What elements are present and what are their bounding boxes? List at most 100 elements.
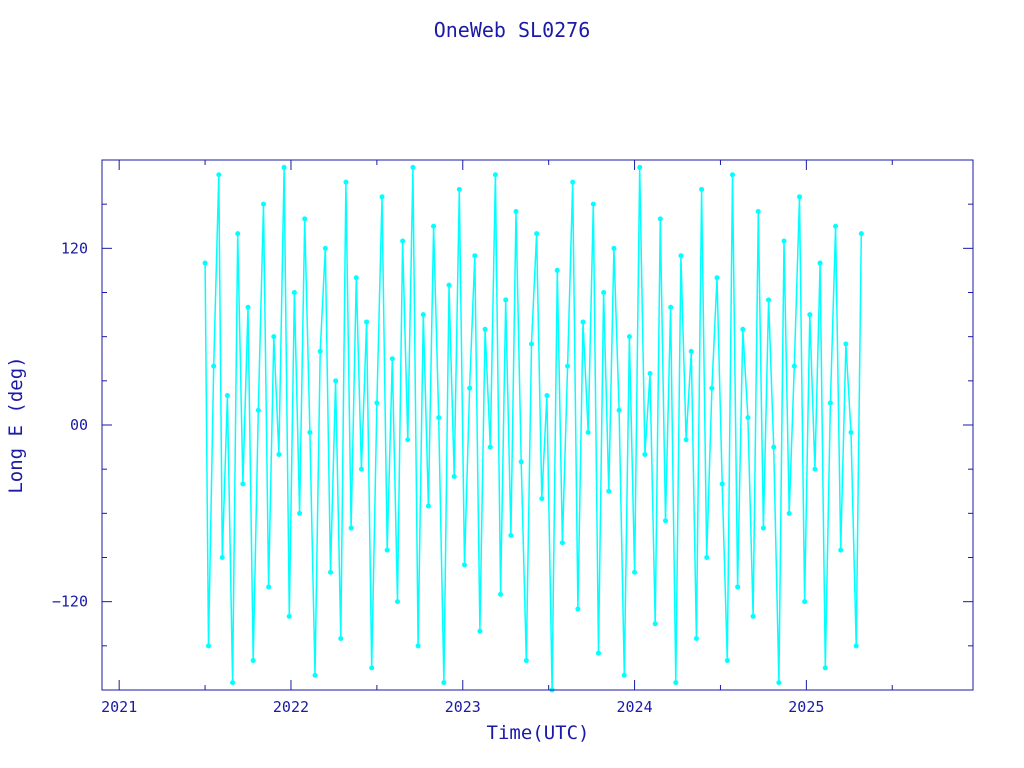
data-point (410, 164, 416, 170)
data-point (441, 680, 447, 686)
data-point (245, 304, 251, 310)
data-point (343, 179, 349, 185)
data-point (848, 429, 854, 435)
data-point (683, 437, 689, 443)
data-point (276, 451, 282, 457)
data-point (709, 385, 715, 391)
data-point (379, 194, 385, 200)
data-point (740, 326, 746, 332)
data-point (216, 172, 222, 178)
y-tick-label: −120 (52, 593, 88, 611)
data-point (760, 525, 766, 531)
data-point (678, 253, 684, 259)
x-axis-label: Time(UTC) (487, 722, 590, 744)
data-point (745, 415, 751, 421)
data-point (817, 260, 823, 266)
data-point (338, 635, 344, 641)
x-tick-label: 2024 (617, 698, 653, 716)
data-point (307, 429, 313, 435)
data-point (812, 466, 818, 472)
data-point (771, 444, 777, 450)
data-point (595, 650, 601, 656)
data-point (590, 201, 596, 207)
data-point (575, 606, 581, 612)
data-point (508, 532, 514, 538)
data-point (781, 238, 787, 244)
data-point (425, 503, 431, 509)
data-point (534, 231, 540, 237)
data-point (642, 451, 648, 457)
data-point (750, 613, 756, 619)
data-point (632, 569, 638, 575)
data-point (415, 643, 421, 649)
data-point (693, 635, 699, 641)
data-point (235, 231, 241, 237)
data-point (317, 348, 323, 354)
data-point (446, 282, 452, 288)
data-point (570, 179, 576, 185)
data-point (297, 510, 303, 516)
data-point (266, 584, 272, 590)
data-point (255, 407, 261, 413)
data-point (802, 599, 808, 605)
series-line-0 (204, 167, 863, 691)
data-point (724, 658, 730, 664)
data-point (822, 665, 828, 671)
data-point (389, 356, 395, 362)
data-point (271, 334, 277, 340)
data-point (456, 186, 462, 192)
data-point (699, 186, 705, 192)
y-tick-label: 120 (61, 239, 88, 257)
data-point (374, 400, 380, 406)
data-point (405, 437, 411, 443)
data-point (853, 643, 859, 649)
data-point (776, 680, 782, 686)
data-point (662, 518, 668, 524)
data-point (472, 253, 478, 259)
data-point (369, 665, 375, 671)
data-point (503, 297, 509, 303)
data-point (528, 341, 534, 347)
data-point (714, 275, 720, 281)
data-point (585, 429, 591, 435)
data-point (322, 245, 328, 251)
data-point (827, 400, 833, 406)
data-point (554, 267, 560, 273)
x-tick-label: 2025 (788, 698, 824, 716)
data-point (637, 164, 643, 170)
data-point (796, 194, 802, 200)
data-point (729, 172, 735, 178)
data-point (580, 319, 586, 325)
data-point (786, 510, 792, 516)
data-point (807, 312, 813, 318)
data-point (202, 260, 208, 266)
data-point (858, 231, 864, 237)
data-point (394, 599, 400, 605)
data-point (312, 672, 318, 678)
data-point (668, 304, 674, 310)
data-point (333, 378, 339, 384)
data-point (286, 613, 292, 619)
data-point (601, 290, 607, 295)
data-point (206, 643, 212, 649)
data-point (833, 223, 839, 229)
data-point (606, 488, 612, 494)
data-point (565, 363, 571, 369)
data-point (523, 658, 529, 664)
data-point (544, 393, 550, 399)
data-point (384, 547, 390, 553)
data-point (240, 481, 246, 487)
data-point (477, 628, 483, 634)
data-point (482, 326, 488, 332)
data-point (291, 290, 297, 295)
tick-layer: 2021 2022 2023 2024 2025 120 00 −120 (52, 160, 973, 716)
data-point (838, 547, 844, 553)
data-point (611, 245, 617, 251)
data-point (791, 363, 797, 369)
data-point (364, 319, 370, 325)
series-layer (202, 164, 864, 693)
x-tick-label: 2023 (445, 698, 481, 716)
data-point (843, 341, 849, 347)
data-point (302, 216, 308, 222)
